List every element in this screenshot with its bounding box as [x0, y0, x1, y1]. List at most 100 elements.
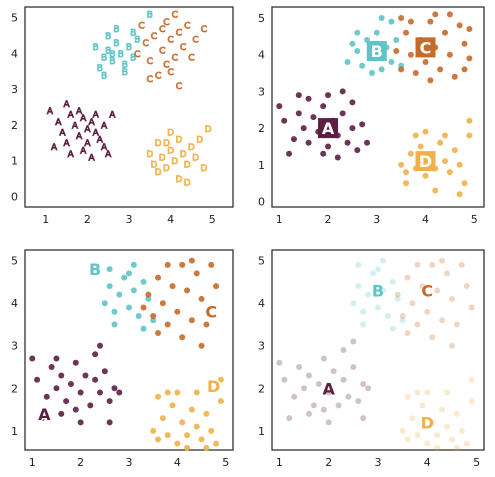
- data-point-A: [305, 410, 312, 417]
- data-point-C: [463, 283, 470, 290]
- data-point-A: [349, 99, 356, 106]
- data-point-D: [448, 436, 455, 443]
- data-point-D: [444, 423, 451, 430]
- x-tick-label: 1: [29, 456, 36, 469]
- x-tick-label: 2: [325, 456, 332, 469]
- data-point-A: A: [72, 121, 79, 131]
- data-point-B: [393, 37, 400, 44]
- x-tick-label: 5: [473, 456, 480, 469]
- data-point-C: [145, 291, 152, 298]
- data-point-C: [432, 11, 439, 18]
- data-point-D: D: [205, 125, 212, 135]
- series-B: [350, 257, 406, 332]
- data-point-B: B: [109, 50, 115, 60]
- data-point-C: C: [172, 11, 178, 21]
- data-point-C: C: [184, 21, 190, 31]
- data-point-C: C: [155, 71, 161, 81]
- y-tick-label: 5: [258, 255, 265, 268]
- data-point-C: C: [167, 36, 173, 46]
- data-point-B: B: [93, 43, 99, 53]
- data-point-C: C: [147, 57, 153, 67]
- data-point-B: B: [113, 39, 119, 49]
- data-point-D: [399, 427, 406, 434]
- plot-area: [24, 249, 234, 451]
- data-point-C: [155, 329, 162, 336]
- data-point-C: [409, 300, 416, 307]
- data-point-A: [344, 139, 351, 146]
- data-point-D: [184, 432, 191, 439]
- data-point-D: D: [163, 139, 170, 149]
- data-point-D: [404, 436, 411, 443]
- data-point-A: [53, 355, 60, 362]
- data-point-D: [164, 389, 171, 396]
- data-point-B: [130, 261, 137, 268]
- data-point-A: [360, 415, 367, 422]
- data-point-D: D: [155, 139, 162, 149]
- data-point-B: B: [122, 68, 128, 78]
- data-point-A: [350, 364, 357, 371]
- data-point-D: [437, 139, 444, 146]
- data-point-B: B: [109, 57, 115, 67]
- data-point-A: [111, 385, 118, 392]
- data-point-C: [442, 29, 449, 36]
- data-point-D: [208, 427, 215, 434]
- data-point-B: [140, 325, 147, 332]
- data-point-C: [429, 334, 436, 341]
- data-point-A: [340, 347, 347, 353]
- data-point-B: [399, 317, 406, 324]
- data-point-C: [403, 29, 410, 36]
- data-point-B: [375, 304, 381, 311]
- data-point-C: [150, 312, 157, 319]
- data-point-A: [286, 150, 293, 157]
- data-point-A: [305, 95, 312, 102]
- data-point-B: [359, 62, 366, 69]
- series-D: [150, 376, 224, 451]
- data-point-D: [424, 440, 431, 447]
- data-point-A: [116, 389, 123, 396]
- data-point-B: [140, 278, 147, 285]
- data-point-C: [466, 26, 473, 33]
- data-point-A: A: [101, 121, 108, 131]
- data-point-D: [184, 444, 191, 451]
- data-point-A: [330, 368, 337, 375]
- y-tick-label: 0: [11, 190, 18, 203]
- data-point-C: [451, 73, 458, 80]
- data-point-D: [188, 406, 195, 413]
- data-point-A: A: [51, 143, 58, 153]
- data-point-C: C: [172, 54, 178, 64]
- data-point-C: C: [192, 36, 198, 46]
- data-point-A: A: [93, 129, 100, 139]
- data-point-A: A: [80, 146, 87, 156]
- data-point-D: [174, 440, 181, 447]
- y-tick-label: 0: [258, 195, 265, 208]
- data-point-D: [414, 432, 421, 439]
- data-point-A: A: [93, 111, 100, 121]
- data-point-A: [58, 372, 65, 379]
- data-point-B: B: [126, 43, 132, 53]
- data-point-A: A: [64, 139, 71, 149]
- data-point-C: C: [151, 32, 157, 42]
- data-point-C: [159, 300, 166, 307]
- data-point-B: [384, 312, 391, 319]
- data-point-D: [155, 436, 162, 443]
- data-point-D: [466, 117, 473, 124]
- y-tick-label: 5: [11, 12, 18, 25]
- data-point-B: B: [105, 46, 111, 56]
- data-point-A: [325, 143, 332, 150]
- data-point-B: [355, 261, 362, 268]
- data-point-C: [407, 18, 414, 25]
- data-point-B: [354, 29, 361, 36]
- data-point-A: [67, 381, 74, 388]
- data-point-A: [96, 389, 103, 396]
- y-tick-label: 5: [258, 12, 265, 25]
- data-point-B: B: [101, 54, 107, 64]
- series-A: [29, 342, 123, 426]
- data-point-A: A: [76, 107, 83, 117]
- data-point-A: [310, 402, 317, 409]
- y-tick-label: 3: [258, 85, 265, 98]
- data-point-D: [150, 427, 157, 434]
- data-point-C: [198, 295, 205, 302]
- data-point-C: [444, 270, 451, 277]
- data-point-D: D: [171, 157, 178, 167]
